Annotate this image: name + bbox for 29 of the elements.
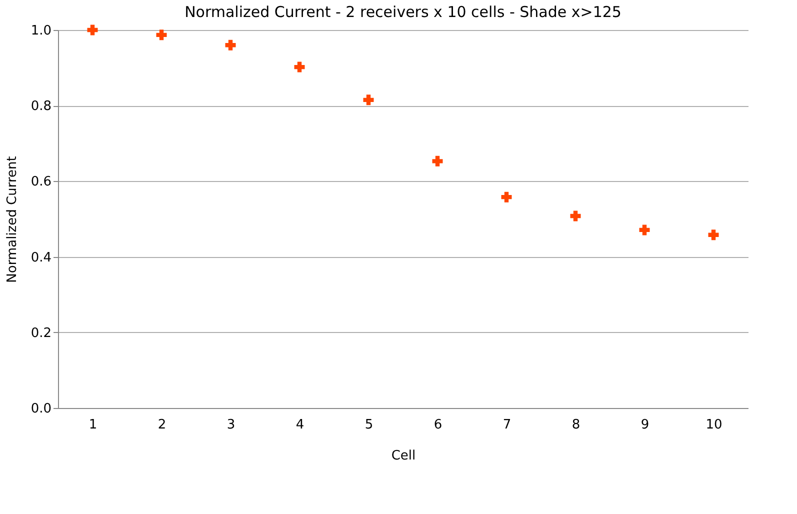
point bbox=[708, 230, 719, 240]
point bbox=[639, 224, 650, 236]
y-tick-label: 0.0 bbox=[30, 402, 52, 416]
point bbox=[87, 24, 98, 36]
x-tick-label: 3 bbox=[226, 418, 236, 432]
y-tick-label: 0.8 bbox=[30, 99, 52, 114]
point bbox=[570, 210, 581, 222]
x-axis-title: Cell bbox=[391, 448, 416, 464]
x-tick-label: 1 bbox=[88, 418, 98, 432]
x-tick-label: 9 bbox=[640, 418, 650, 432]
x-tick-label: 10 bbox=[706, 418, 722, 432]
chart-title: Normalized Current - 2 receivers x 10 cells - Shade x>125 bbox=[184, 3, 622, 21]
x-tick-label: 4 bbox=[296, 418, 304, 432]
y-tick-label: 1.0 bbox=[30, 24, 52, 38]
point bbox=[225, 40, 236, 50]
y-tick-label: 0.4 bbox=[30, 250, 52, 266]
y-tick-label: 0.6 bbox=[30, 174, 52, 190]
x-tick-label: 5 bbox=[364, 418, 374, 432]
point bbox=[294, 62, 305, 72]
point bbox=[363, 94, 374, 106]
x-tick-label: 7 bbox=[502, 418, 512, 432]
y-axis-title: Normalized Current bbox=[4, 156, 20, 283]
y-tick-label: 0.2 bbox=[30, 326, 52, 341]
point bbox=[156, 30, 167, 40]
point bbox=[501, 192, 512, 202]
x-tick-label: 8 bbox=[572, 418, 580, 432]
x-tick-label: 2 bbox=[158, 418, 166, 432]
point bbox=[432, 156, 443, 166]
x-tick-label: 6 bbox=[434, 418, 442, 432]
